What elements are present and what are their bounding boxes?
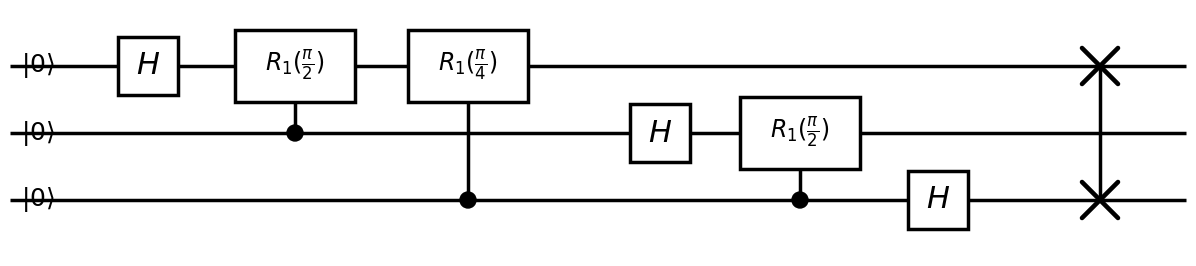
FancyBboxPatch shape (408, 30, 527, 102)
Text: $H$: $H$ (136, 51, 160, 81)
FancyBboxPatch shape (234, 30, 355, 102)
FancyBboxPatch shape (630, 104, 690, 162)
FancyBboxPatch shape (118, 37, 178, 95)
Text: $R_1(\frac{\pi}{2})$: $R_1(\frac{\pi}{2})$ (770, 116, 830, 150)
FancyBboxPatch shape (740, 97, 860, 169)
Circle shape (460, 192, 476, 208)
Circle shape (792, 192, 808, 208)
Text: $|0\rangle$: $|0\rangle$ (22, 118, 55, 148)
Text: $H$: $H$ (926, 185, 950, 215)
Circle shape (287, 125, 303, 141)
Text: $R_1(\frac{\pi}{2})$: $R_1(\frac{\pi}{2})$ (266, 49, 325, 83)
Text: $R_1(\frac{\pi}{4})$: $R_1(\frac{\pi}{4})$ (438, 49, 498, 83)
Text: $H$: $H$ (648, 118, 672, 148)
Text: $|0\rangle$: $|0\rangle$ (22, 52, 55, 81)
FancyBboxPatch shape (908, 171, 968, 229)
Text: $|0\rangle$: $|0\rangle$ (22, 185, 55, 214)
